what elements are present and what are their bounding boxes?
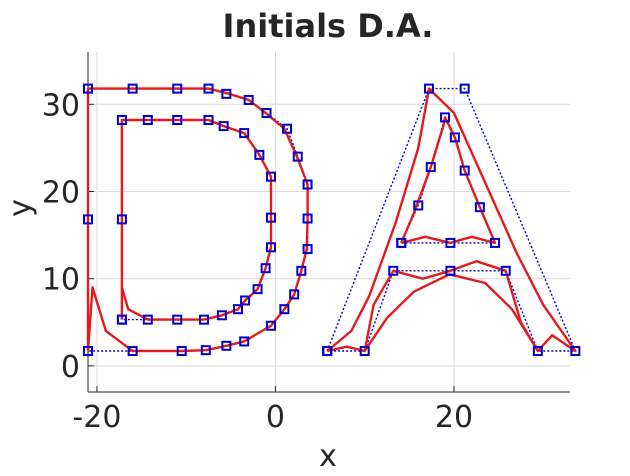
control-point-marker [423, 83, 434, 94]
control-point-marker [265, 320, 276, 331]
control-point-marker [218, 121, 229, 132]
control-point-marker [83, 346, 93, 357]
control-point-marker [532, 346, 543, 357]
control-point-marker [449, 132, 460, 143]
control-point-marker [83, 83, 93, 94]
x-tick-label: 0 [266, 400, 285, 435]
control-point-marker [216, 310, 227, 321]
control-point-marker [474, 202, 485, 213]
control-point-marker [172, 115, 183, 125]
control-point-marker [243, 94, 254, 105]
control-point-marker [459, 83, 470, 94]
control-point-marker [116, 214, 127, 225]
control-point-marker [265, 171, 276, 182]
control-point-marker [127, 346, 138, 357]
control-point-marker [116, 314, 127, 325]
control-point-marker [396, 237, 407, 248]
control-point-marker [302, 244, 313, 255]
control-point-marker [116, 115, 127, 125]
marker-layer [83, 83, 581, 357]
control-polygon-line [326, 87, 577, 352]
series-layer [86, 87, 577, 353]
control-point-marker [445, 237, 456, 248]
control-point-marker [445, 265, 456, 276]
control-point-marker [254, 149, 265, 160]
control-point-marker [265, 212, 276, 223]
control-point-marker [413, 200, 424, 211]
control-point-marker [172, 83, 183, 94]
curve-line [326, 87, 577, 353]
x-tick-label: 20 [435, 400, 473, 435]
control-point-marker [127, 83, 138, 94]
control-point-marker [260, 263, 271, 274]
chart-title: Initials D.A. [223, 7, 434, 45]
control-polygon-line [400, 115, 497, 244]
control-polygon-line [121, 119, 272, 321]
control-point-marker [221, 88, 232, 99]
control-point-marker [279, 304, 290, 315]
control-point-marker [142, 115, 153, 125]
control-point-marker [265, 242, 276, 253]
control-point-marker [239, 128, 250, 139]
control-point-marker [172, 314, 183, 325]
control-point-marker [252, 284, 263, 295]
y-tick-label: 10 [42, 263, 80, 298]
axes: -20 0 20 0 10 20 30 [42, 52, 570, 435]
control-point-marker [292, 151, 303, 162]
control-point-marker [142, 314, 153, 325]
control-point-marker [240, 295, 251, 306]
control-point-marker [261, 108, 272, 119]
control-point-marker [203, 115, 214, 125]
y-tick-label: 30 [42, 88, 80, 123]
control-point-marker [282, 123, 293, 134]
y-tick-label: 0 [61, 350, 80, 385]
control-point-marker [302, 213, 313, 224]
control-point-marker [500, 265, 511, 276]
control-point-marker [440, 112, 451, 123]
control-point-marker [239, 336, 250, 347]
x-tick-label: -20 [72, 400, 121, 435]
control-point-marker [570, 346, 581, 357]
control-point-marker [302, 179, 313, 190]
curve-line [400, 116, 497, 245]
control-point-marker [176, 346, 187, 357]
control-point-marker [199, 314, 210, 325]
control-point-marker [359, 346, 370, 357]
control-point-marker [203, 83, 214, 94]
control-point-marker [490, 237, 501, 248]
control-point-marker [221, 340, 232, 351]
control-point-marker [83, 214, 93, 225]
y-axis-label: y [3, 199, 38, 217]
x-axis-label: x [319, 439, 337, 472]
control-point-marker [200, 345, 211, 356]
curve-line [120, 118, 273, 321]
control-point-marker [289, 289, 300, 300]
control-point-marker [322, 346, 333, 357]
control-point-marker [459, 165, 470, 176]
grid [88, 52, 570, 392]
control-point-marker [232, 304, 243, 315]
control-point-marker [425, 162, 436, 173]
control-point-marker [388, 265, 399, 276]
y-tick-label: 20 [42, 175, 80, 210]
control-point-marker [296, 265, 307, 276]
